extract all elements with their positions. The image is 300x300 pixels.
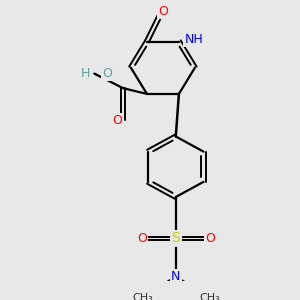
Text: O: O (158, 4, 168, 18)
Text: O: O (205, 232, 215, 245)
Text: N: N (171, 270, 181, 283)
Text: S: S (171, 232, 180, 245)
Text: CH₃: CH₃ (199, 293, 220, 300)
Text: O: O (102, 67, 112, 80)
Text: H: H (81, 67, 91, 80)
Text: NH: NH (184, 33, 203, 46)
Text: O: O (137, 232, 147, 245)
Text: CH₃: CH₃ (132, 293, 153, 300)
Text: O: O (112, 114, 122, 127)
